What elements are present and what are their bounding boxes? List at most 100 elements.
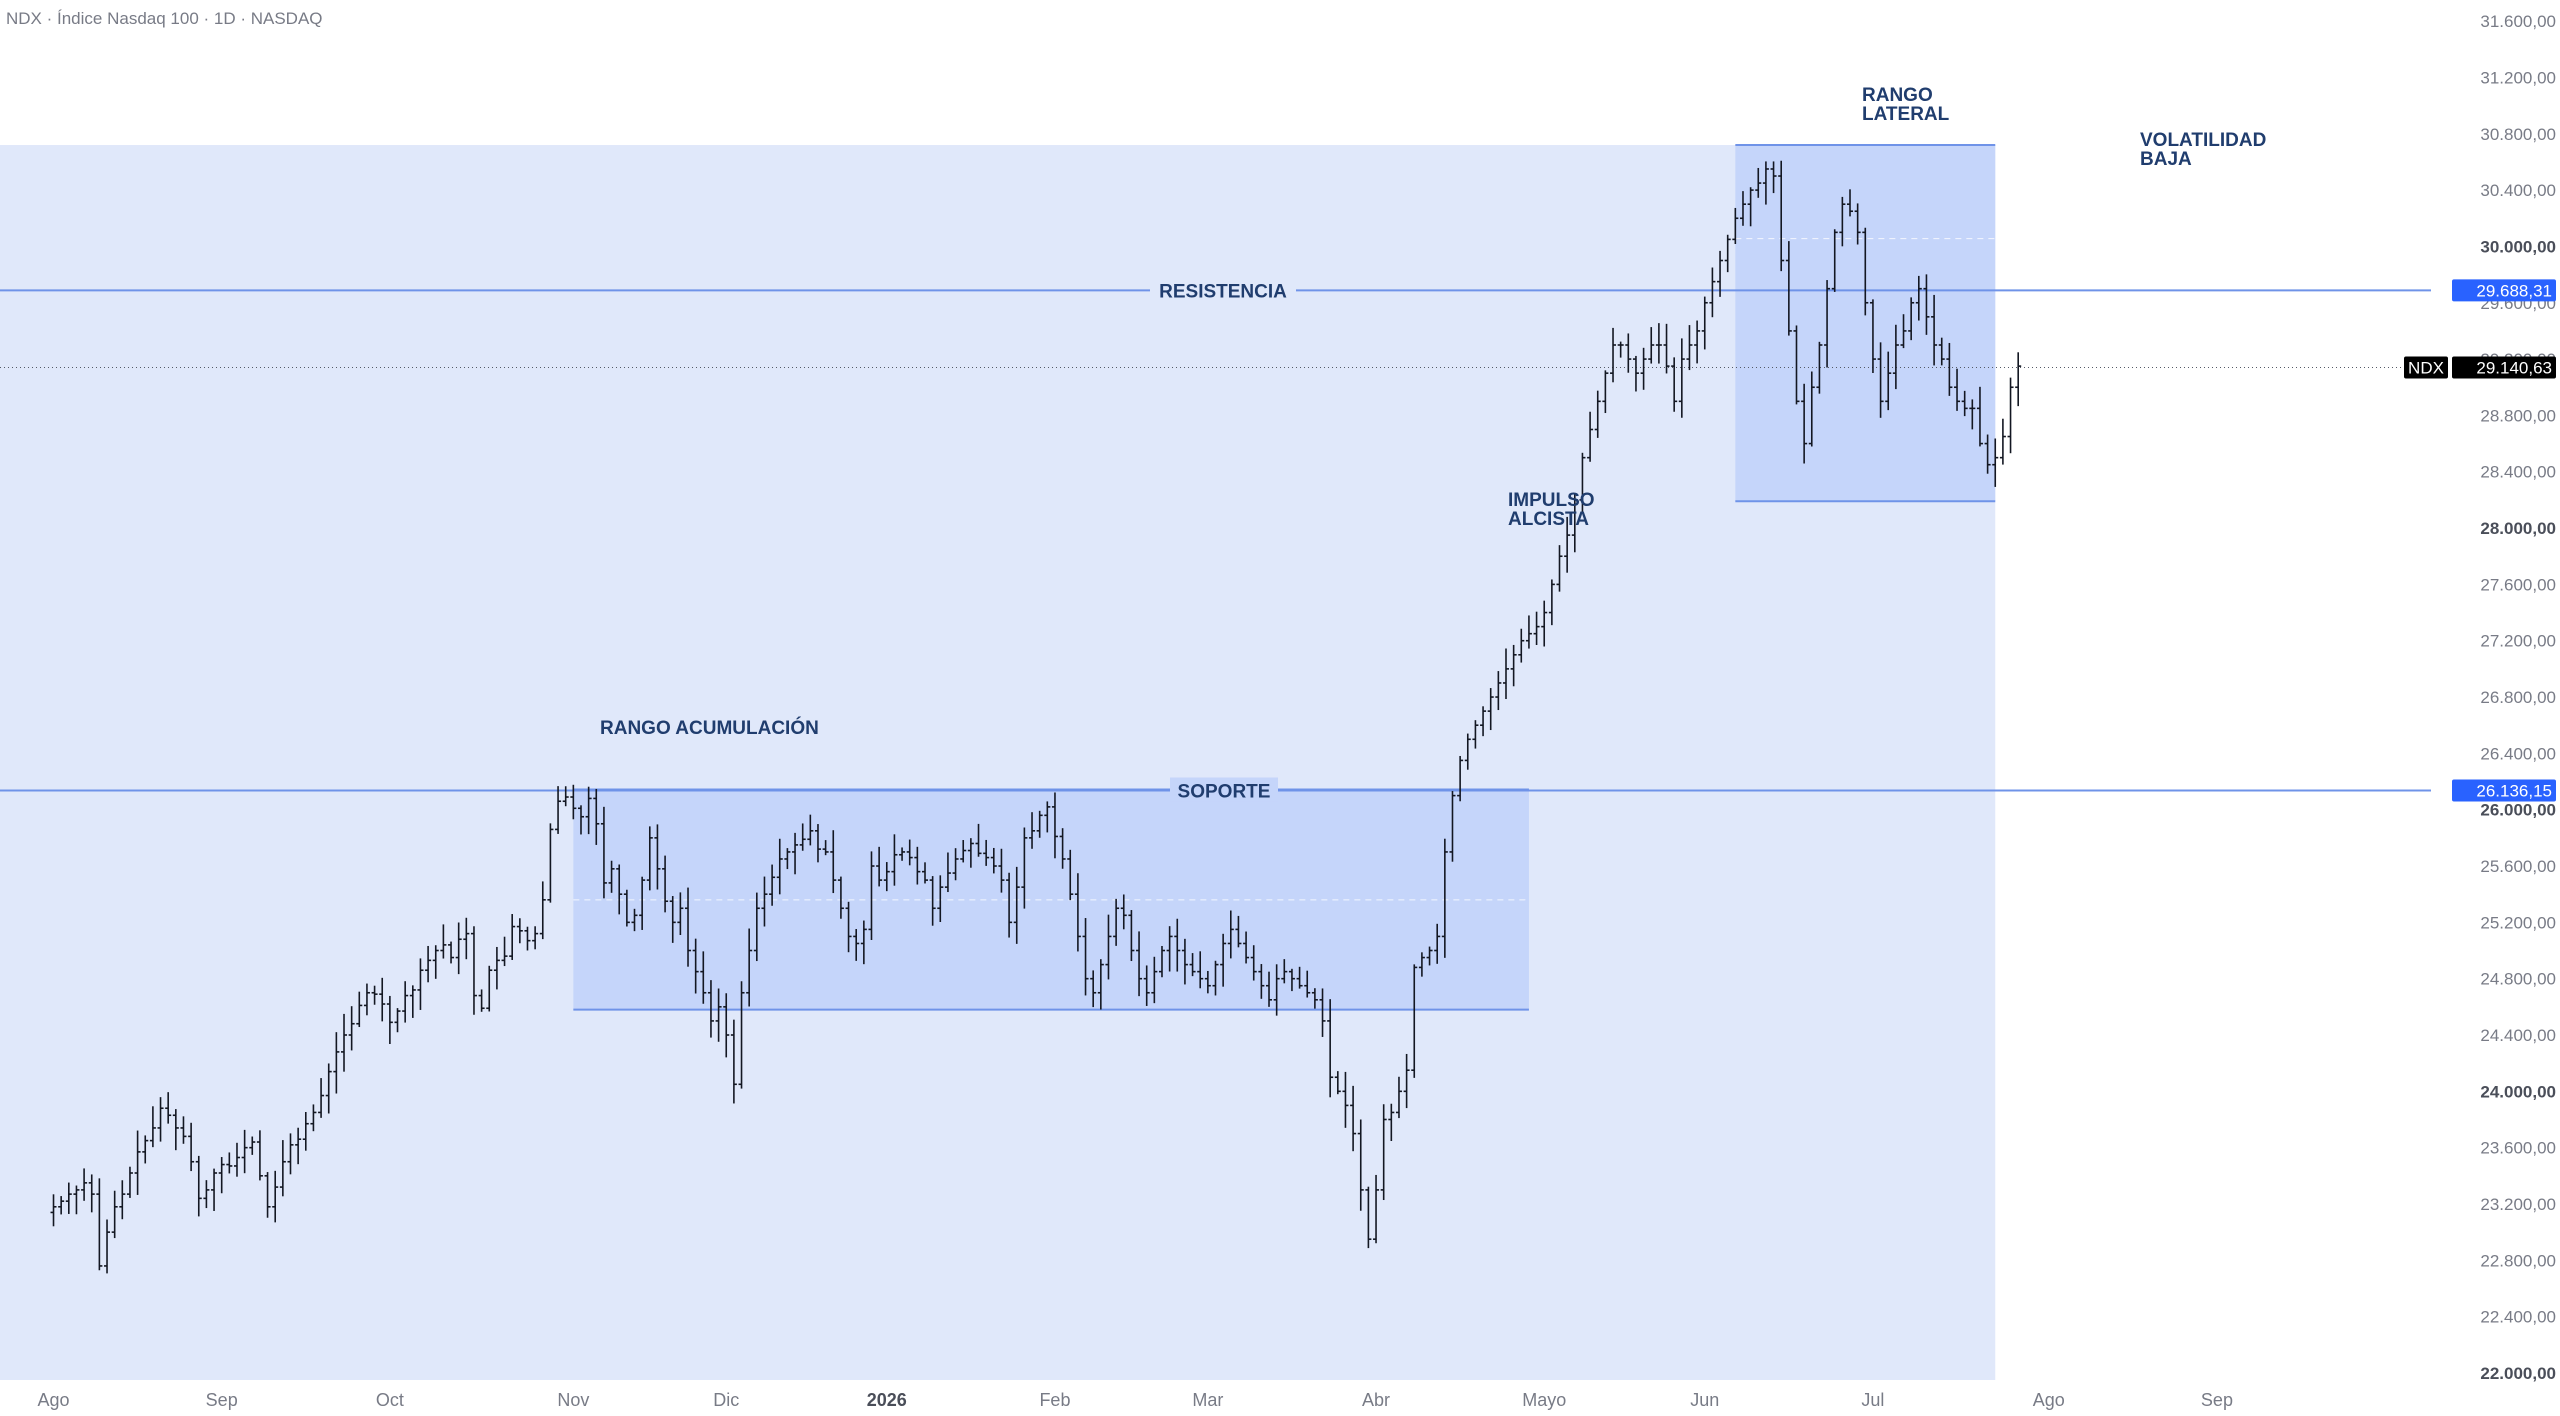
ohlc-bar bbox=[1174, 918, 1181, 972]
ohlc-bar bbox=[1976, 386, 1983, 447]
ohlc-bar bbox=[1243, 931, 1250, 964]
ohlc-bar bbox=[1250, 945, 1257, 981]
ohlc-bar bbox=[149, 1106, 156, 1148]
ohlc-bar bbox=[233, 1142, 240, 1177]
ohlc-bar bbox=[1778, 160, 1785, 272]
y-axis: 31.600,00 31.200,00 30.800,00 30.400,00 30.0… bbox=[2480, 12, 2556, 1383]
ohlc-bar bbox=[1082, 918, 1089, 996]
ohlc-bar bbox=[1158, 945, 1165, 978]
annotation-rango-acumulacion: RANGO ACUMULACIÓN bbox=[600, 717, 819, 739]
ohlc-bar bbox=[1388, 1103, 1395, 1142]
ohlc-bar bbox=[669, 896, 676, 943]
ohlc-bar bbox=[1304, 970, 1311, 998]
ohlc-bar bbox=[1801, 383, 1808, 464]
ohlc-bar bbox=[157, 1097, 164, 1142]
ohlc-bar bbox=[1403, 1053, 1410, 1109]
annotation-soporte: SOPORTE bbox=[1178, 782, 1271, 803]
ohlc-bar bbox=[402, 981, 409, 1023]
ohlc-bar bbox=[470, 926, 477, 1015]
ohlc-bar bbox=[883, 862, 890, 892]
x-axis-tick-label: Jul bbox=[1861, 1390, 1884, 1410]
x-axis-tick-label: Jun bbox=[1690, 1390, 1719, 1410]
ohlc-bar bbox=[1457, 755, 1464, 802]
ohlc-bar bbox=[1051, 792, 1058, 859]
ohlc-bar bbox=[1525, 615, 1532, 649]
ohlc-bar bbox=[371, 985, 378, 1005]
ohlc-bar bbox=[1311, 988, 1318, 1009]
ohlc-bar bbox=[623, 889, 630, 927]
ohlc-bar bbox=[1717, 250, 1724, 297]
ohlc-bar bbox=[1724, 234, 1731, 273]
ohlc-bar bbox=[516, 918, 523, 944]
x-axis-tick-label: Sep bbox=[206, 1390, 238, 1410]
ohlc-bar bbox=[1288, 968, 1295, 992]
y-axis-tick-label: 26.400,00 bbox=[2480, 744, 2556, 763]
ohlc-bar bbox=[1739, 191, 1746, 226]
y-axis-tick-label: 30.800,00 bbox=[2480, 125, 2556, 144]
ohlc-bar bbox=[1227, 910, 1234, 959]
ohlc-bar bbox=[310, 1104, 317, 1132]
y-axis-tick-label: 28.800,00 bbox=[2480, 406, 2556, 425]
ohlc-bar bbox=[769, 864, 776, 906]
ohlc-bar bbox=[1296, 966, 1303, 989]
background-zone bbox=[0, 145, 1996, 1381]
x-axis-tick-label: 2026 bbox=[867, 1390, 907, 1410]
ohlc-bar bbox=[1701, 296, 1708, 350]
ohlc-bar bbox=[723, 993, 730, 1058]
ohlc-bar bbox=[425, 945, 432, 983]
ohlc-bar bbox=[761, 876, 768, 927]
ohlc-bar bbox=[547, 823, 554, 903]
support-price-badge-bg bbox=[2452, 779, 2556, 802]
lateral-range-box bbox=[1735, 145, 1996, 502]
ohlc-bar bbox=[478, 989, 485, 1012]
ohlc-bar bbox=[1113, 898, 1120, 946]
ohlc-bar bbox=[799, 823, 806, 851]
ohlc-bar bbox=[2007, 377, 2014, 454]
resistance-price-badge-bg bbox=[2452, 279, 2556, 302]
ohlc-bar bbox=[746, 928, 753, 1007]
ohlc-bar bbox=[1564, 516, 1571, 573]
ohlc-bar bbox=[646, 826, 653, 891]
chart-title: NDX · Índice Nasdaq 100 · 1D · NASDAQ bbox=[6, 9, 323, 28]
y-axis-tick-label: 23.600,00 bbox=[2480, 1139, 2556, 1158]
ohlc-bar bbox=[700, 951, 707, 1004]
ohlc-series bbox=[50, 160, 2022, 1274]
ohlc-bar bbox=[203, 1180, 210, 1209]
ohlc-bar bbox=[1824, 280, 1831, 368]
ohlc-bar bbox=[631, 908, 638, 932]
ohlc-bar bbox=[134, 1130, 141, 1195]
ohlc-bar bbox=[1762, 161, 1769, 205]
ohlc-bar bbox=[1954, 368, 1961, 411]
ohlc-bar bbox=[341, 1013, 348, 1072]
y-axis-tick-label: 22.400,00 bbox=[2480, 1308, 2556, 1327]
ohlc-bar bbox=[1380, 1104, 1387, 1201]
ohlc-bar bbox=[1770, 161, 1777, 194]
annotation-resistencia-bg bbox=[1150, 277, 1296, 302]
ohlc-bar bbox=[692, 938, 699, 994]
ohlc-bar bbox=[1166, 926, 1173, 972]
ohlc-bar bbox=[1548, 579, 1555, 626]
y-axis-tick-label: 31.200,00 bbox=[2480, 68, 2556, 87]
ohlc-bar bbox=[570, 784, 577, 820]
ohlc-bar bbox=[1946, 342, 1953, 396]
support-price-badge: 26.136,15 bbox=[2476, 782, 2552, 801]
ohlc-bar bbox=[241, 1129, 248, 1174]
ohlc-bar bbox=[455, 922, 462, 975]
ohlc-bar bbox=[1999, 418, 2006, 465]
symbol-badge: NDX bbox=[2408, 358, 2444, 377]
ohlc-bar bbox=[1541, 600, 1548, 647]
ohlc-bar bbox=[1220, 933, 1227, 987]
ohlc-bar bbox=[1449, 791, 1456, 862]
y-axis-tick-label: 27.200,00 bbox=[2480, 632, 2556, 651]
ohlc-bar bbox=[486, 965, 493, 1012]
ohlc-bar bbox=[845, 901, 852, 953]
ohlc-bar bbox=[539, 881, 546, 940]
ohlc-bar bbox=[363, 983, 370, 1016]
x-axis-tick-label: Mayo bbox=[1522, 1390, 1566, 1410]
ohlc-bar bbox=[1877, 342, 1884, 418]
ohlc-bar bbox=[218, 1157, 225, 1194]
ohlc-bar bbox=[1090, 970, 1097, 1008]
ohlc-bar bbox=[264, 1172, 271, 1218]
ohlc-bar bbox=[432, 945, 439, 979]
